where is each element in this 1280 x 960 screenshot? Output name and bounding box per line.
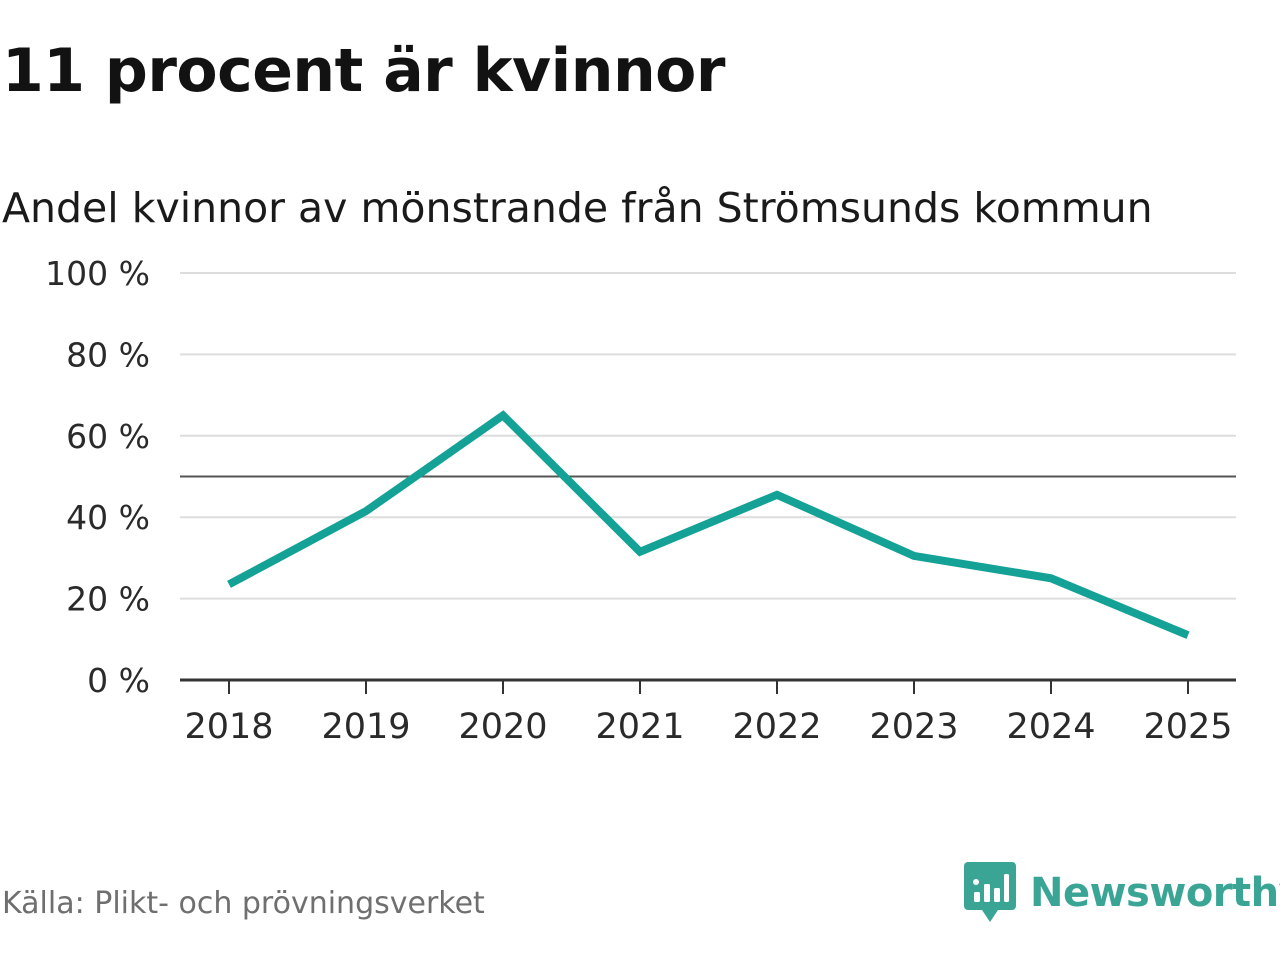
y-tick-label: 80 % <box>66 335 150 374</box>
chart-subtitle: Andel kvinnor av mönstrande från Strömsu… <box>2 184 1153 232</box>
x-tick-label: 2023 <box>869 707 958 747</box>
x-tick-label: 2022 <box>732 707 821 747</box>
x-tick-label: 2018 <box>184 707 273 747</box>
series-line-andel-kvinnor <box>227 410 1190 639</box>
x-tick-label: 2019 <box>321 707 410 747</box>
x-tick-label: 2021 <box>595 707 684 747</box>
line-chart: 0 % 20 % 40 % 60 % 80 % 100 % 2018 2019 2020 2021… <box>45 254 1236 747</box>
y-tick-label: 20 % <box>66 580 150 619</box>
y-tick-label: 0 % <box>87 661 150 700</box>
newsworthy-logo-icon <box>964 862 1016 922</box>
source-note: Källa: Plikt- och prövningsverket <box>2 886 485 921</box>
brand: Newsworthy <box>964 862 1280 924</box>
x-tick-label: 2020 <box>458 707 547 747</box>
y-tick-label: 100 % <box>45 254 150 293</box>
brand-name: Newsworthy <box>1030 870 1280 916</box>
x-tick-label: 2024 <box>1006 707 1095 747</box>
x-tick-label: 2025 <box>1143 707 1232 747</box>
chart-headline: 11 procent är kvinnor <box>2 36 725 106</box>
y-tick-label: 40 % <box>66 498 150 537</box>
y-tick-label: 60 % <box>66 417 150 456</box>
